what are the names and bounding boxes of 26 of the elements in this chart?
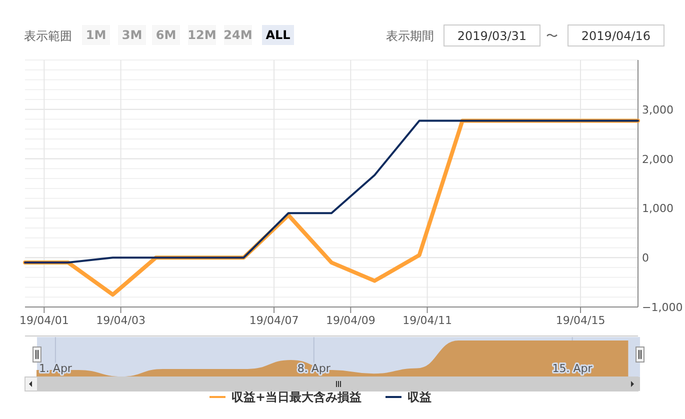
y-tick-label: −1,000 [642,301,683,314]
x-tick-label: 19/04/11 [402,314,452,327]
x-tick-label: 15. Apr [552,362,593,375]
y-tick-label: 2,000 [642,152,674,166]
line-series [24,120,639,264]
legend-label: 収益+当日最大含み損益 [232,390,362,404]
text: 〜 [546,29,558,43]
x-tick-label: 19/04/07 [249,314,299,327]
text: 表示期間 [386,29,434,43]
text: 24M [224,28,252,42]
text: 1M [86,28,106,42]
y-tick-label: 0 [642,252,649,265]
y-tick-label: 1,000 [642,202,674,216]
text: ALL [266,28,291,42]
x-tick-label: 19/04/03 [96,314,146,327]
text: 表示範囲 [24,29,72,43]
text: 6M [156,28,176,42]
text: 2019/03/31 [457,29,527,43]
y-tick-label: 3,000 [642,103,674,116]
legend-label: 収益 [408,390,432,404]
x-tick-label: 19/04/09 [326,314,376,327]
text: 12M [188,28,216,42]
x-tick-label: 19/04/01 [19,314,69,327]
x-tick-label: 19/04/15 [556,314,606,327]
text: 3M [122,28,142,42]
text: 2019/04/16 [581,29,651,43]
